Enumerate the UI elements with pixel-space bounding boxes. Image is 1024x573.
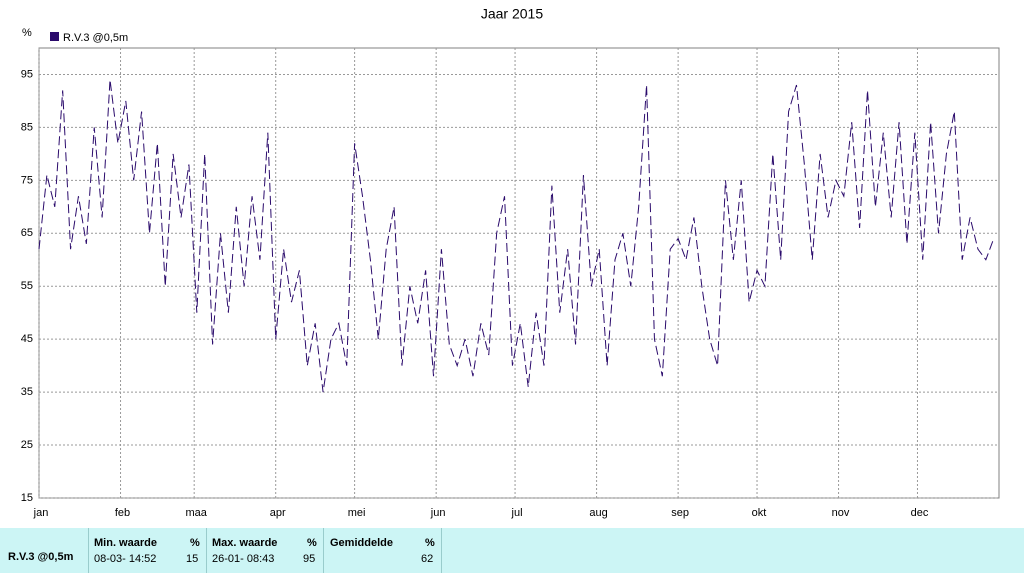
separator <box>323 528 324 573</box>
y-tick-label: 35 <box>21 386 33 398</box>
separator <box>441 528 442 573</box>
plot-frame <box>38 47 1000 499</box>
x-tick-label: sep <box>671 507 689 519</box>
y-tick-label: 65 <box>21 227 33 239</box>
value: 15 <box>186 553 199 565</box>
stats-panel: R.V.3 @0,5m Min. waarde % 08-03- 14:52 1… <box>0 528 1024 573</box>
data-line <box>38 79 995 393</box>
y-tick-label: 95 <box>21 68 33 80</box>
y-tick-label: 75 <box>21 174 33 186</box>
y-tick-label: 45 <box>21 333 33 345</box>
x-tick-label: aug <box>589 507 607 519</box>
series-name: R.V.3 @0,5m <box>8 551 74 563</box>
y-tick-label: 55 <box>21 280 33 292</box>
x-tick-label: mei <box>348 507 366 519</box>
x-tick-label: maa <box>185 507 207 519</box>
x-tick-label: okt <box>752 507 767 519</box>
x-tick-label: jul <box>511 507 523 519</box>
chart: Jaar 2015 % R.V.3 @0,5m 15 25 35 45 55 65 75 85… <box>21 6 1000 519</box>
chart-title: Jaar 2015 <box>481 6 543 22</box>
separator <box>88 528 89 573</box>
x-tick-label: apr <box>270 507 286 519</box>
time: 26-01- 08:43 <box>212 553 275 565</box>
unit: % <box>307 537 317 549</box>
header: Max. waarde <box>212 537 278 549</box>
separator <box>206 528 207 573</box>
x-tick-label: feb <box>115 507 130 519</box>
value: 62 <box>421 553 434 565</box>
legend-label: R.V.3 @0,5m <box>63 32 128 44</box>
header: Gemiddelde <box>330 537 393 549</box>
legend-swatch <box>50 32 59 41</box>
x-tick-label: jan <box>33 507 49 519</box>
header: Min. waarde <box>94 537 157 549</box>
x-tick-label: nov <box>832 507 850 519</box>
time: 08-03- 14:52 <box>94 553 157 565</box>
unit: % <box>425 537 435 549</box>
y-tick-label: 85 <box>21 121 33 133</box>
value: 95 <box>303 553 316 565</box>
y-tick-label: 15 <box>21 492 33 504</box>
y-unit: % <box>22 27 32 39</box>
x-tick-label: jun <box>430 507 446 519</box>
x-tick-label: dec <box>911 507 929 519</box>
y-tick-label: 25 <box>21 439 33 451</box>
unit: % <box>190 537 200 549</box>
